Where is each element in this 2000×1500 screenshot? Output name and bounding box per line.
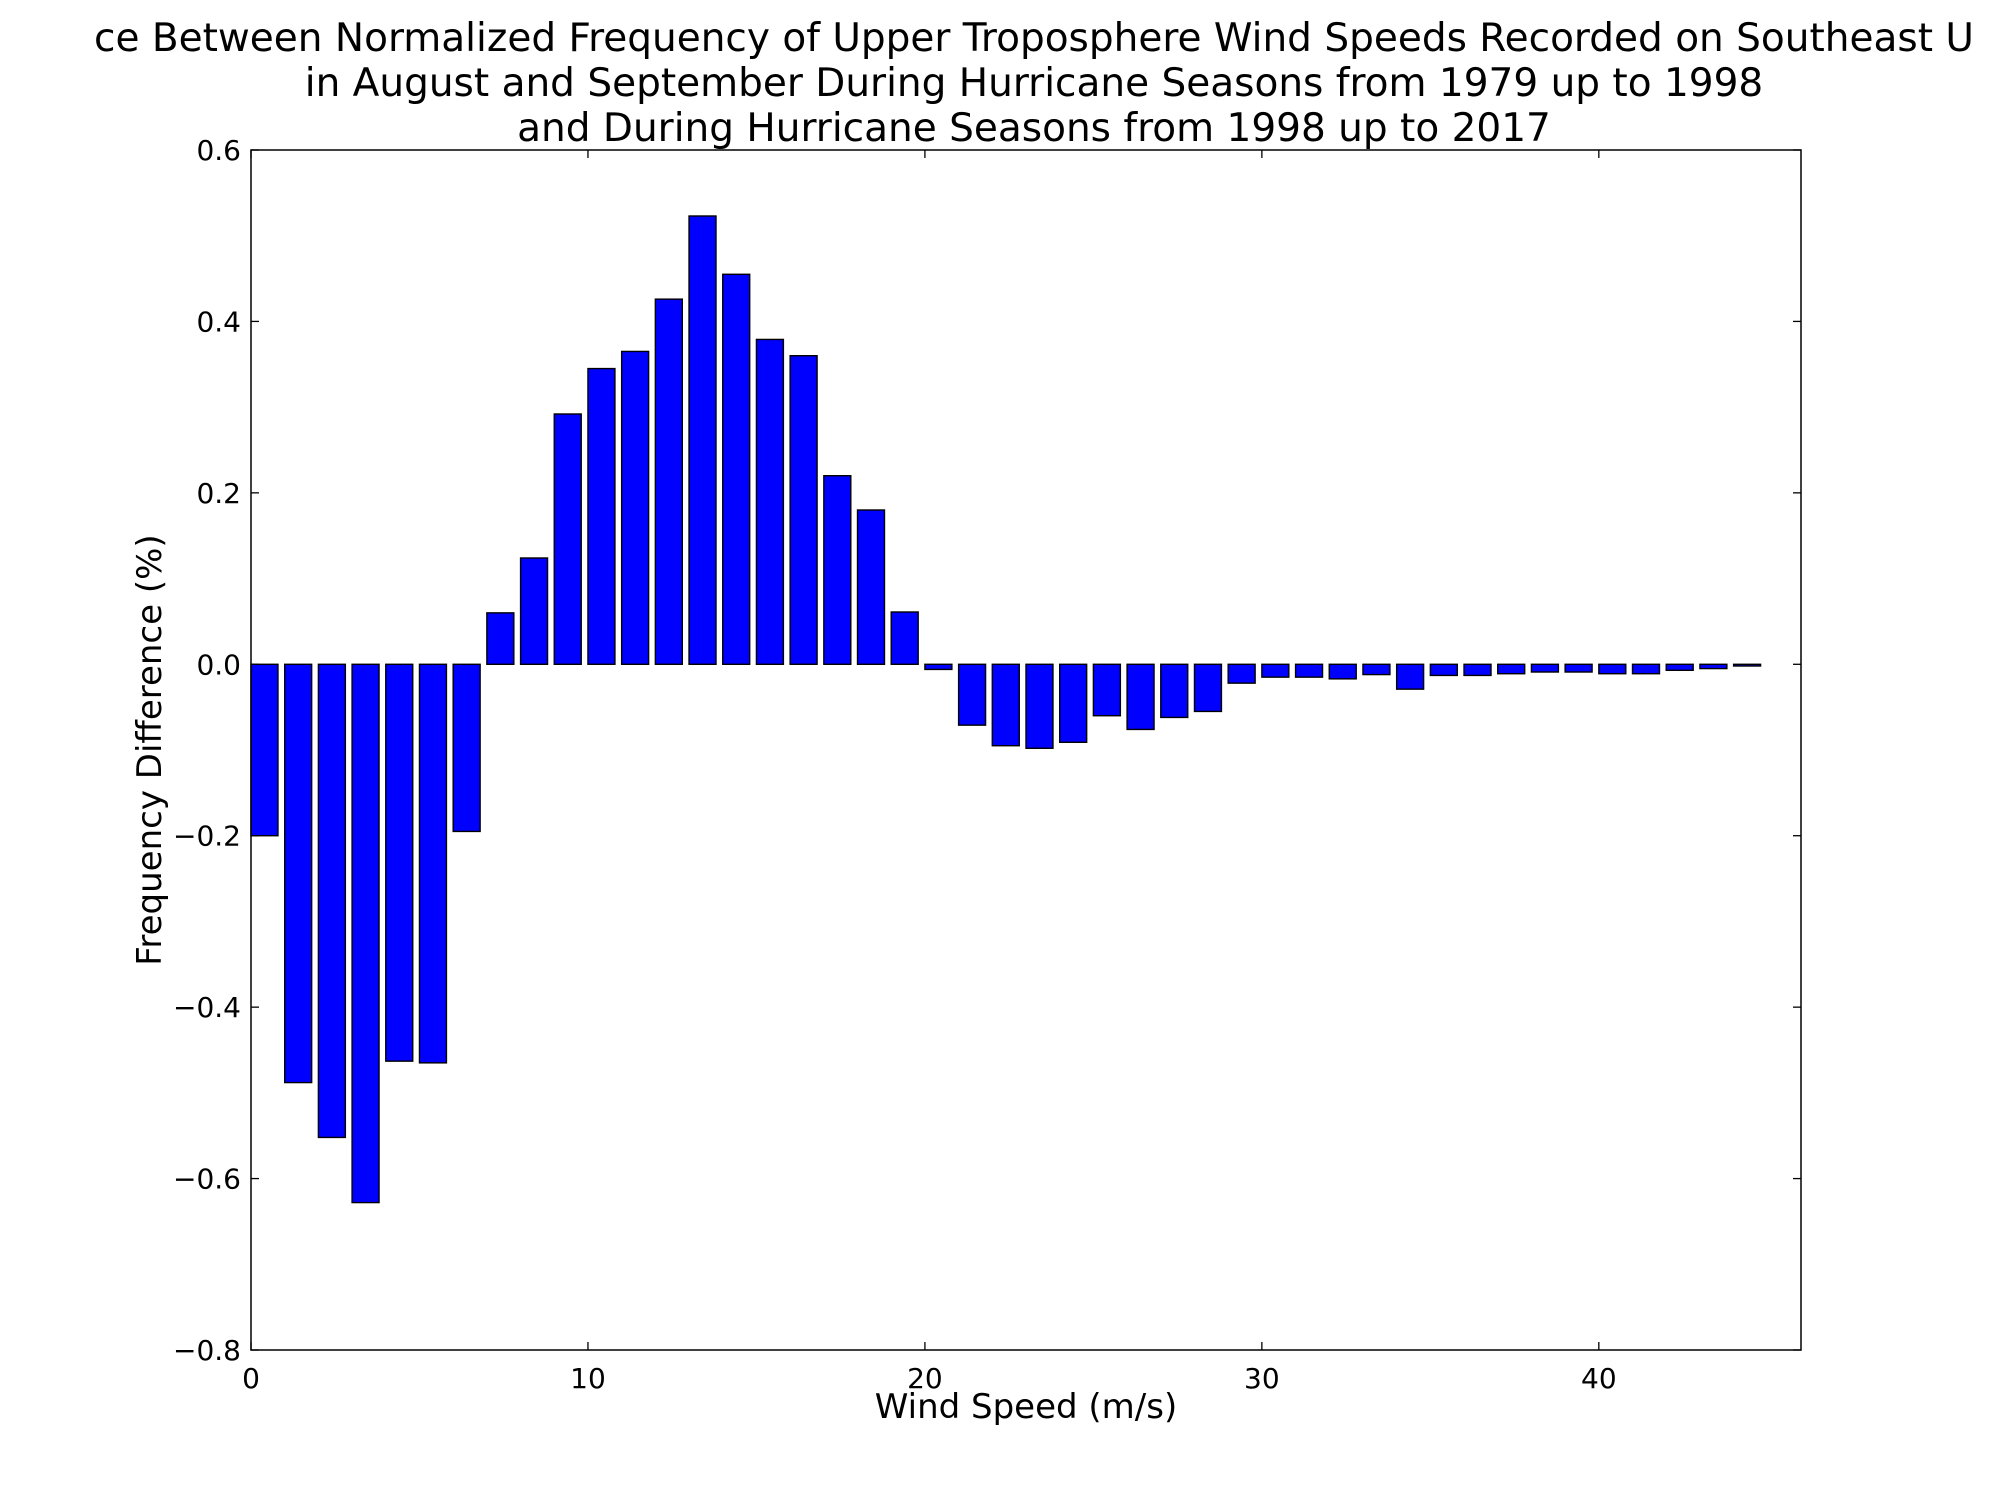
bar-36: [1463, 663, 1492, 677]
x-tick-label-40: 40: [1581, 1362, 1617, 1395]
x-tick-label-10: 10: [570, 1362, 606, 1395]
title-line-3: and During Hurricane Seasons from 1998 u…: [517, 106, 1551, 151]
bar-40: [1598, 663, 1627, 675]
bar-28: [1193, 663, 1223, 713]
bar-34: [1395, 663, 1425, 690]
bar-22: [991, 663, 1020, 747]
y-tick-label-4: 0.0: [196, 648, 241, 681]
bar-43: [1699, 663, 1728, 670]
bar-2: [317, 663, 347, 1139]
title-line-2: in August and September During Hurricane…: [305, 61, 1764, 106]
y-tick-label-2: −0.4: [173, 991, 241, 1024]
plot-frame: [250, 149, 1802, 1351]
bar-7: [486, 612, 515, 665]
bar-30: [1261, 663, 1290, 678]
bar-29: [1227, 663, 1256, 684]
x-tick-label-20: 20: [907, 1362, 943, 1395]
bar-series: [250, 215, 1762, 1204]
y-tick-label-0: −0.8: [173, 1334, 241, 1367]
bar-4: [385, 663, 414, 1062]
bar-13: [688, 215, 717, 665]
bar-42: [1665, 663, 1694, 671]
y-axis-label: Frequency Difference (%): [130, 534, 170, 965]
bar-27: [1160, 663, 1189, 719]
bar-16: [789, 355, 818, 665]
x-tick-label-0: 0: [242, 1362, 260, 1395]
bar-6: [452, 663, 481, 833]
y-tick-label-7: 0.6: [196, 134, 241, 167]
bar-35: [1429, 663, 1459, 677]
bar-10: [587, 367, 616, 665]
bar-15: [755, 338, 785, 665]
bar-19: [890, 611, 919, 665]
bar-11: [620, 350, 650, 665]
bar-39: [1564, 663, 1593, 673]
bar-24: [1058, 663, 1088, 743]
bar-17: [823, 475, 852, 665]
bar-33: [1362, 663, 1391, 676]
bar-44: [1732, 663, 1762, 667]
bar-14: [722, 273, 751, 665]
bar-8: [519, 557, 549, 665]
bar-1: [284, 663, 313, 1084]
y-tick-label-6: 0.4: [196, 305, 241, 338]
bar-23: [1025, 663, 1054, 749]
x-axis-label: Wind Speed (m/s): [875, 1387, 1177, 1427]
chart-title: ce Between Normalized Frequency of Upper…: [94, 16, 1974, 151]
bar-9: [553, 413, 582, 665]
y-tick-labels: −0.8 −0.6 −0.4 −0.2 0.0 0.2 0.4 0.6: [173, 134, 241, 1367]
bar-26: [1126, 663, 1155, 731]
bar-0: [250, 663, 279, 837]
axis-ticks: [250, 149, 1801, 1351]
y-tick-label-3: −0.2: [173, 820, 241, 853]
x-tick-label-30: 30: [1244, 1362, 1280, 1395]
y-tick-label-1: −0.6: [173, 1163, 241, 1196]
bar-38: [1530, 663, 1560, 673]
title-line-1: ce Between Normalized Frequency of Upper…: [94, 16, 1974, 61]
bar-5: [418, 663, 448, 1064]
bar-18: [856, 509, 886, 665]
bar-32: [1328, 663, 1357, 680]
y-tick-label-5: 0.2: [196, 477, 241, 510]
bar-3: [351, 663, 380, 1204]
bar-37: [1497, 663, 1526, 675]
x-tick-labels: 0 10 20 30 40: [242, 1362, 1617, 1395]
bar-41: [1631, 663, 1661, 675]
bar-21: [957, 663, 987, 726]
bar-12: [654, 298, 684, 665]
bar-31: [1294, 663, 1324, 678]
bar-25: [1092, 663, 1122, 717]
bar-20: [924, 663, 953, 671]
